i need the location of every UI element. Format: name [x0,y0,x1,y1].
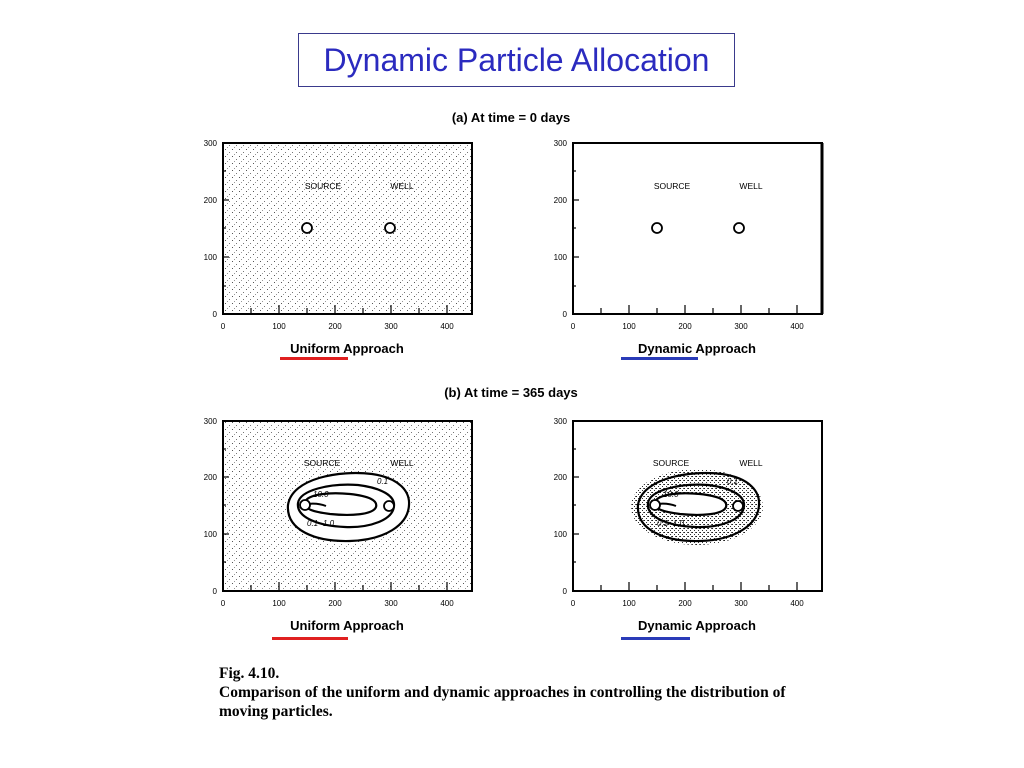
x-tick-label: 0 [221,599,226,608]
plot-a-dynamic: 300 200 100 0 0 100 200 300 400 SOURCE W… [554,139,824,331]
source-marker [651,222,663,234]
y-tick-label: 0 [213,310,218,319]
concentration-contours [636,471,761,543]
source-marker [649,499,661,511]
contour-10.0 [653,492,728,516]
x-tick-label: 100 [272,599,286,608]
y-tick-label: 0 [213,587,218,596]
well-label: WELL [739,181,762,191]
x-axis-ticks: 0 100 200 300 400 [221,322,454,331]
y-tick-label: 300 [204,417,218,426]
contour-label: 1.0 [673,519,685,528]
contour-label: 0.1 [657,519,668,528]
uniform-underline [280,357,348,360]
concentration-contours [286,471,411,543]
figure-caption: Fig. 4.10. Comparison of the uniform and… [219,664,839,721]
well-label: WELL [390,181,413,191]
y-tick-label: 200 [554,196,568,205]
caption-figure-number: Fig. 4.10. [219,665,280,682]
well-marker [732,500,744,512]
x-tick-label: 400 [790,599,804,608]
y-tick-label: 200 [554,473,568,482]
contour-label: 1.0 [323,519,335,528]
x-tick-label: 300 [384,322,398,331]
x-tick-label: 300 [734,599,748,608]
contour-label: 10.0 [663,490,679,499]
x-tick-label: 200 [328,599,342,608]
y-tick-label: 200 [204,473,218,482]
well-label: WELL [390,458,413,468]
x-tick-label: 0 [571,322,576,331]
y-tick-label: 100 [554,530,568,539]
y-tick-label: 200 [204,196,218,205]
y-tick-label: 0 [563,310,568,319]
caption-text-line-2: moving particles. [219,703,333,720]
x-tick-label: 300 [734,322,748,331]
x-tick-label: 300 [384,599,398,608]
y-axis-ticks: 300 200 100 0 [204,139,218,319]
y-tick-label: 300 [554,139,568,148]
contour-1.0 [646,483,746,529]
uniform-approach-label: Uniform Approach [290,618,404,633]
well-label: WELL [739,458,762,468]
y-tick-label: 100 [204,253,218,262]
x-tick-label: 200 [678,599,692,608]
x-tick-label: 100 [622,599,636,608]
source-marker [301,222,313,234]
source-label: SOURCE [654,181,691,191]
x-tick-label: 400 [440,599,454,608]
x-tick-label: 200 [678,322,692,331]
y-tick-label: 100 [554,253,568,262]
source-label: SOURCE [304,458,341,468]
plot-a-uniform: 300 200 100 0 0 100 200 300 400 SOURCE W… [204,139,473,331]
caption-text-line-1: Comparison of the uniform and dynamic ap… [219,684,786,701]
dynamic-approach-label: Dynamic Approach [638,618,756,633]
plot-b-uniform: 300 200 100 0 0 100 200 300 400 SOURCE W… [204,417,473,608]
dynamic-approach-label: Dynamic Approach [638,341,756,356]
source-marker [299,499,311,511]
x-tick-label: 0 [221,322,226,331]
uniform-approach-label: Uniform Approach [290,341,404,356]
x-tick-label: 400 [790,322,804,331]
contour-label: 0.1 [307,519,318,528]
y-tick-label: 300 [204,139,218,148]
source-label: SOURCE [653,458,690,468]
contour-label: 0.1 [377,477,388,486]
x-tick-label: 0 [571,599,576,608]
dynamic-underline [621,637,690,640]
plot-b-dynamic: 300 200 100 0 0 100 200 300 400 SOURCE W… [554,417,823,608]
panel-a-title: (a) At time = 0 days [452,110,570,125]
panel-b-title: (b) At time = 365 days [444,385,578,400]
dynamic-underline [621,357,698,360]
well-marker [383,500,395,512]
contour-label: 0.1 [727,477,738,486]
x-tick-label: 100 [622,322,636,331]
y-tick-label: 300 [554,417,568,426]
source-label: SOURCE [305,181,342,191]
y-tick-label: 0 [563,587,568,596]
uniform-underline [272,637,348,640]
contour-10.0 [303,492,378,516]
x-tick-label: 100 [272,322,286,331]
contour-label: 10.0 [313,490,329,499]
contour-0.1 [636,471,761,543]
x-tick-label: 400 [440,322,454,331]
well-marker [384,222,396,234]
slide-title: Dynamic Particle Allocation [298,33,735,87]
y-tick-label: 100 [204,530,218,539]
well-marker [733,222,745,234]
x-tick-label: 200 [328,322,342,331]
